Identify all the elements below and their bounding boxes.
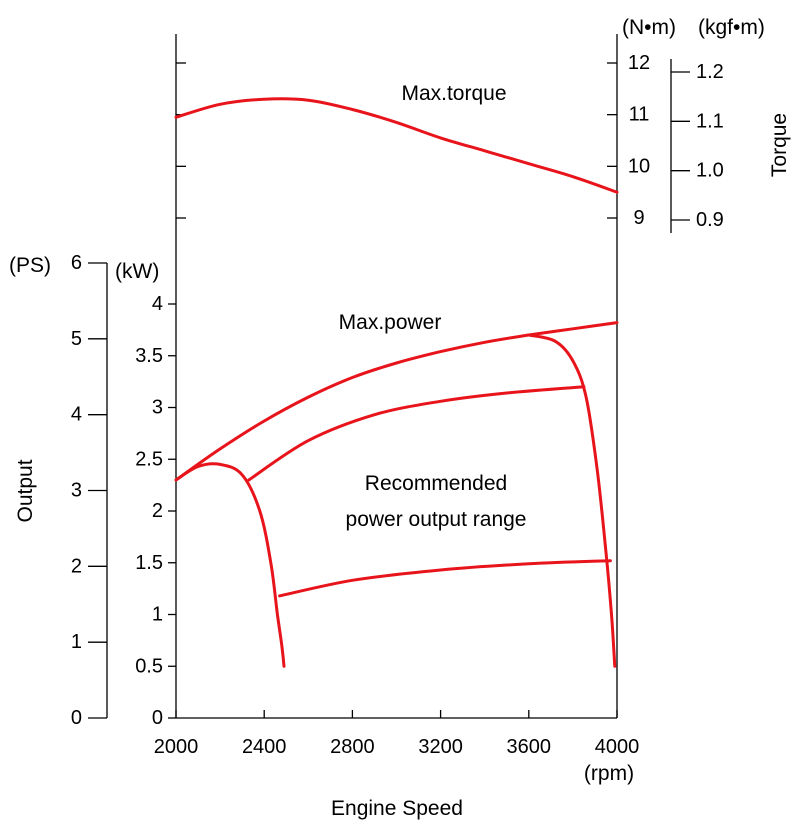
- torque-axis-title: Torque: [768, 113, 791, 177]
- series-range-upper-boundary: [247, 385, 586, 482]
- kgfm-unit-label: (kgf•m): [698, 16, 765, 39]
- kgfm-tick-label: 1.0: [696, 160, 724, 182]
- ps-tick-label: 0: [71, 707, 82, 729]
- series-max-power: [174, 321, 619, 482]
- kw-tick-label: 0.5: [135, 655, 163, 677]
- max-torque-label: Max.torque: [401, 82, 506, 105]
- kw-tick-label: 2.5: [135, 448, 163, 470]
- x-tick-label: 3600: [507, 736, 552, 758]
- kgfm-tick-label: 0.9: [696, 209, 724, 231]
- curves: [174, 97, 619, 668]
- tick-labels: 2000 2400 2800 3200 3600 4000 0 0.5 1 1.5 2 2.5 3 3.5…: [71, 52, 724, 758]
- x-axis-title: Engine Speed: [331, 797, 463, 820]
- recommended-range-label-line1: Recommended: [365, 472, 507, 495]
- max-power-label: Max.power: [339, 311, 442, 334]
- ps-tick-label: 5: [71, 328, 82, 350]
- tick-marks: [88, 62, 690, 719]
- kgfm-tick-label: 1.2: [696, 61, 724, 83]
- ps-unit-label: (PS): [9, 254, 51, 277]
- series-range-lower-boundary: [278, 559, 612, 598]
- series-max-torque: [174, 97, 619, 194]
- kw-tick-label: 3: [152, 397, 163, 419]
- ps-tick-label: 6: [71, 252, 82, 274]
- kgfm-tick-label: 1.1: [696, 110, 724, 132]
- series-low-speed-limit: [174, 462, 286, 668]
- x-tick-label: 4000: [595, 736, 640, 758]
- x-tick-label: 2400: [242, 736, 287, 758]
- nm-tick-label: 12: [628, 52, 650, 74]
- kw-unit-label: (kW): [115, 260, 159, 283]
- nm-tick-label: 11: [629, 104, 650, 126]
- output-axis-title: Output: [14, 459, 37, 522]
- x-tick-label: 2000: [154, 736, 199, 758]
- ps-tick-label: 4: [71, 404, 82, 426]
- kw-tick-label: 3.5: [135, 345, 163, 367]
- kw-tick-label: 0: [152, 707, 163, 729]
- kw-tick-label: 1: [152, 604, 163, 626]
- nm-tick-label: 9: [633, 207, 644, 229]
- nm-tick-label: 10: [628, 155, 650, 177]
- ps-tick-label: 2: [71, 555, 82, 577]
- kw-tick-label: 4: [152, 293, 163, 315]
- kw-tick-label: 2: [152, 500, 163, 522]
- x-tick-label: 3200: [418, 736, 463, 758]
- series-high-speed-limit: [527, 333, 617, 668]
- x-unit-label: (rpm): [584, 762, 634, 785]
- x-tick-label: 2800: [330, 736, 375, 758]
- ps-tick-label: 1: [71, 631, 82, 653]
- recommended-range-label-line2: power output range: [346, 508, 527, 531]
- kw-tick-label: 1.5: [135, 552, 163, 574]
- nm-unit-label: (N•m): [622, 16, 676, 39]
- ps-tick-label: 3: [71, 480, 82, 502]
